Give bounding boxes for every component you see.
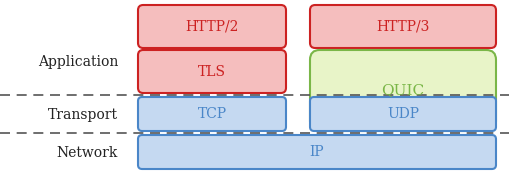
Text: QUIC: QUIC xyxy=(381,84,423,98)
FancyBboxPatch shape xyxy=(309,97,495,131)
Text: UDP: UDP xyxy=(386,107,418,121)
FancyBboxPatch shape xyxy=(138,97,286,131)
FancyBboxPatch shape xyxy=(309,50,495,131)
FancyBboxPatch shape xyxy=(309,5,495,48)
FancyBboxPatch shape xyxy=(138,135,495,169)
FancyBboxPatch shape xyxy=(138,50,286,93)
Text: IP: IP xyxy=(309,145,324,159)
Text: TCP: TCP xyxy=(197,107,226,121)
Text: HTTP/2: HTTP/2 xyxy=(185,19,238,33)
Text: Application: Application xyxy=(38,55,118,69)
Text: Transport: Transport xyxy=(48,108,118,122)
Text: HTTP/3: HTTP/3 xyxy=(376,19,429,33)
Text: Network: Network xyxy=(56,146,118,160)
FancyBboxPatch shape xyxy=(138,5,286,48)
Text: TLS: TLS xyxy=(197,64,225,79)
